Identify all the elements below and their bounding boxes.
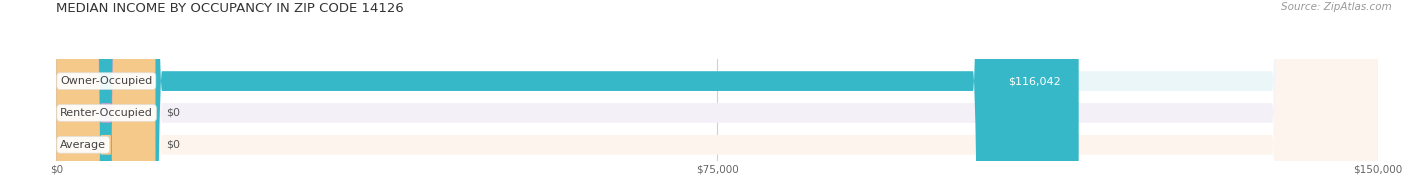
FancyBboxPatch shape <box>56 0 1378 196</box>
Text: $0: $0 <box>166 108 180 118</box>
FancyBboxPatch shape <box>56 0 155 196</box>
Text: Average: Average <box>60 140 107 150</box>
Text: $0: $0 <box>166 140 180 150</box>
FancyBboxPatch shape <box>56 0 1078 196</box>
Text: MEDIAN INCOME BY OCCUPANCY IN ZIP CODE 14126: MEDIAN INCOME BY OCCUPANCY IN ZIP CODE 1… <box>56 2 404 15</box>
FancyBboxPatch shape <box>56 0 1378 196</box>
Text: Owner-Occupied: Owner-Occupied <box>60 76 152 86</box>
Text: $116,042: $116,042 <box>1008 76 1062 86</box>
Text: Renter-Occupied: Renter-Occupied <box>60 108 153 118</box>
Text: Source: ZipAtlas.com: Source: ZipAtlas.com <box>1281 2 1392 12</box>
FancyBboxPatch shape <box>56 0 155 196</box>
FancyBboxPatch shape <box>56 0 1378 196</box>
